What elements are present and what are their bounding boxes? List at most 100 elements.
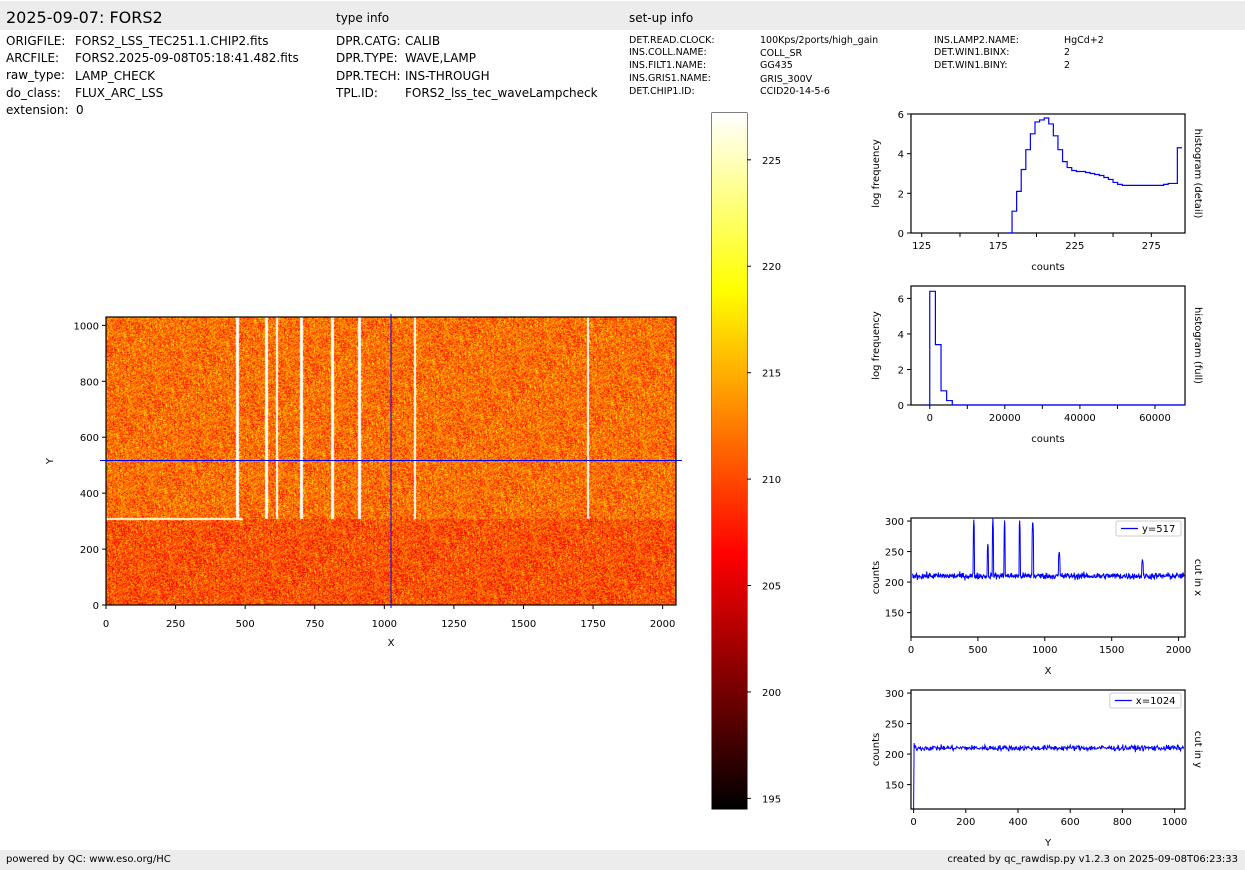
y-tick-label: 6 xyxy=(898,294,904,305)
footer-bar xyxy=(0,850,1245,870)
x-tick-label: 125 xyxy=(912,241,931,252)
x-tick-label: 500 xyxy=(236,619,255,630)
y-tick-label: 2 xyxy=(898,365,904,376)
histogram-detail-frame xyxy=(910,113,1186,234)
y-axis-label: log frequency xyxy=(871,139,882,208)
header-bar xyxy=(0,1,1245,30)
file-info-key: ARCFILE: xyxy=(6,51,60,65)
x-tick-label: 275 xyxy=(1142,241,1161,252)
file-info-key: ORIGFILE: xyxy=(6,34,66,48)
x-tick-label: 0 xyxy=(910,817,916,828)
cut-x-frame xyxy=(910,517,1186,638)
type-info-key: DPR.CATG: xyxy=(336,34,401,48)
type-info-key: TPL.ID: xyxy=(336,86,378,100)
x-axis-label: X xyxy=(388,638,395,649)
y-tick-label: 6 xyxy=(898,110,904,121)
x-tick-label: 20000 xyxy=(989,413,1021,424)
y-tick-label: 150 xyxy=(885,781,904,792)
setup-value: HgCd+2 xyxy=(1064,35,1104,46)
histogram-detail-side-label: histogram (detail) xyxy=(1192,129,1203,219)
image-heatmap xyxy=(106,317,676,605)
histogram-full-side-label: histogram (full) xyxy=(1192,307,1203,384)
type-info-value: CALIB xyxy=(405,34,441,48)
x-tick-label: 175 xyxy=(989,241,1008,252)
setup-key: DET.CHIP1.ID: xyxy=(629,86,695,97)
y-tick-label: 400 xyxy=(80,489,99,500)
x-tick-label: 2000 xyxy=(650,619,675,630)
y-tick-label: 150 xyxy=(885,609,904,620)
y-tick-label: 4 xyxy=(898,330,904,341)
footer-left: powered by QC: www.eso.org/HC xyxy=(6,854,171,865)
x-axis-label: X xyxy=(1045,666,1052,677)
y-tick-label: 4 xyxy=(898,150,904,161)
x-tick-label: 0 xyxy=(927,413,933,424)
file-info-key: do_class: xyxy=(6,86,61,100)
x-tick-label: 1500 xyxy=(511,619,536,630)
cut-y-side-label: cut in y xyxy=(1192,731,1203,768)
cut-y-legend-label: x=1024 xyxy=(1136,696,1176,707)
colorbar-tick-label: 215 xyxy=(762,369,781,380)
type-info-value: INS-THROUGH xyxy=(405,69,490,83)
setup-key: DET.WIN1.BINX: xyxy=(934,47,1010,58)
y-tick-label: 300 xyxy=(885,689,904,700)
x-tick-label: 60000 xyxy=(1139,413,1171,424)
setup-value: 2 xyxy=(1064,60,1071,71)
x-tick-label: 750 xyxy=(305,619,324,630)
type-info-key: DPR.TECH: xyxy=(336,69,401,83)
y-axis-label: log frequency xyxy=(871,311,882,380)
setup-key: INS.COLL.NAME: xyxy=(629,47,707,58)
histogram-full-frame xyxy=(910,285,1186,406)
y-axis-label: Y xyxy=(45,457,56,465)
x-tick-label: 1000 xyxy=(372,619,397,630)
y-tick-label: 800 xyxy=(80,377,99,388)
cut-x-legend-label: y=517 xyxy=(1142,524,1175,535)
y-axis-label: counts xyxy=(871,561,882,594)
cut-y-line xyxy=(913,743,1185,809)
x-tick-label: 225 xyxy=(1065,241,1084,252)
y-tick-label: 1000 xyxy=(74,321,99,332)
colorbar-tick-label: 210 xyxy=(762,475,781,486)
y-tick-label: 200 xyxy=(885,578,904,589)
type-info-key: DPR.TYPE: xyxy=(336,51,398,65)
x-tick-label: 1000 xyxy=(1032,645,1057,656)
colorbar-tick-label: 225 xyxy=(762,156,781,167)
histogram-detail-line xyxy=(1007,117,1182,233)
cut-x-legend xyxy=(1115,520,1182,537)
x-tick-label: 1000 xyxy=(1162,817,1187,828)
y-tick-label: 300 xyxy=(885,517,904,528)
page-title: 2025-09-07: FORS2 xyxy=(6,8,163,27)
setup-value: GRIS_300V xyxy=(760,74,813,85)
x-tick-label: 1250 xyxy=(441,619,466,630)
setup-key: DET.READ.CLOCK: xyxy=(629,35,715,46)
y-tick-label: 0 xyxy=(898,229,904,240)
y-tick-label: 2 xyxy=(898,189,904,200)
colorbar-tick-label: 220 xyxy=(762,262,781,273)
x-axis-label: counts xyxy=(1031,262,1064,273)
cut-y-legend xyxy=(1109,692,1182,709)
x-tick-label: 0 xyxy=(908,645,914,656)
x-tick-label: 250 xyxy=(166,619,185,630)
footer-right: created by qc_rawdisp.py v1.2.3 on 2025-… xyxy=(947,854,1238,865)
file-info-key: extension: xyxy=(6,103,69,117)
file-info-value: FLUX_ARC_LSS xyxy=(75,86,164,100)
colorbar-tick-label: 195 xyxy=(762,794,781,805)
setup-key: INS.LAMP2.NAME: xyxy=(934,35,1019,46)
type-info-heading: type info xyxy=(336,11,390,25)
colorbar-tick-label: 205 xyxy=(762,582,781,593)
type-info-value: FORS2_lss_tec_waveLampcheck xyxy=(405,86,598,100)
y-axis-label: counts xyxy=(871,733,882,766)
y-tick-label: 0 xyxy=(898,401,904,412)
setup-value: 2 xyxy=(1064,47,1071,58)
file-info-value: LAMP_CHECK xyxy=(75,69,155,83)
y-tick-label: 200 xyxy=(885,750,904,761)
x-tick-label: 0 xyxy=(103,619,109,630)
setup-value: COLL_SR xyxy=(760,48,803,59)
cut-y-frame xyxy=(910,689,1186,810)
x-axis-label: Y xyxy=(1044,838,1052,849)
x-tick-label: 1750 xyxy=(580,619,605,630)
file-info-value: FORS2.2025-09-08T05:18:41.482.fits xyxy=(75,51,299,65)
x-tick-label: 600 xyxy=(1061,817,1080,828)
y-tick-label: 250 xyxy=(885,548,904,559)
setup-value: 100Kps/2ports/high_gain xyxy=(760,35,879,46)
colorbar xyxy=(712,113,747,809)
